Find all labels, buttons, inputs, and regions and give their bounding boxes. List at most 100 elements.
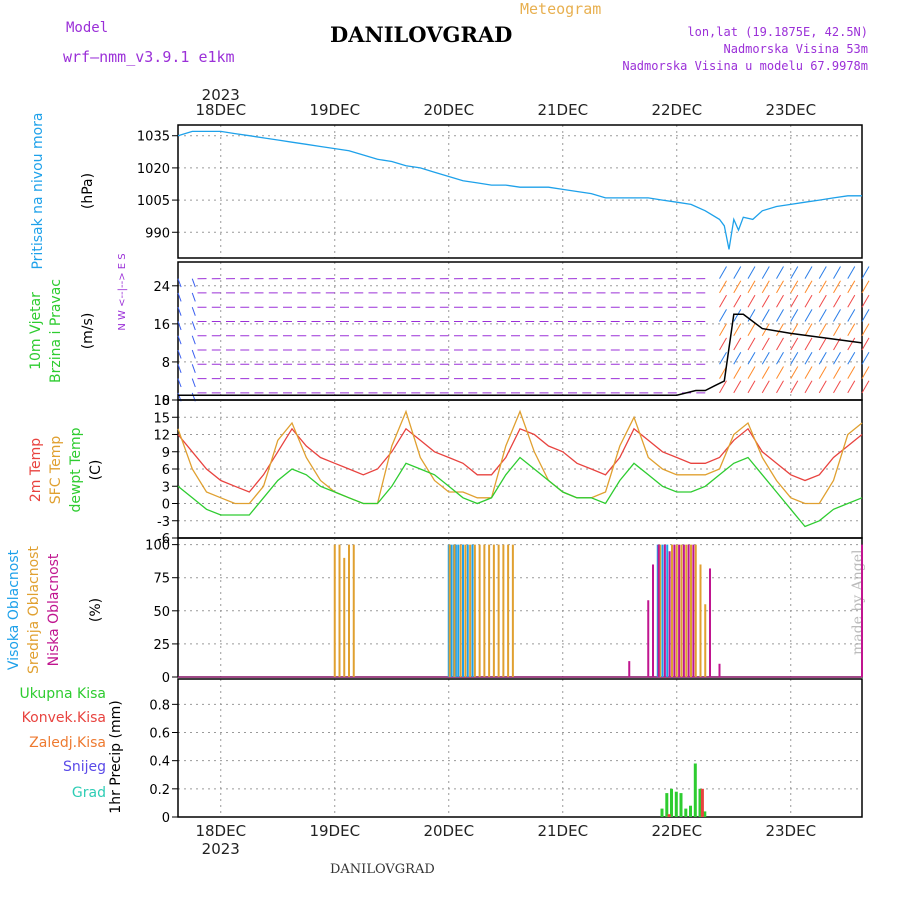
precip-bar: [689, 805, 692, 817]
wind-barb: [833, 323, 841, 337]
wind-barb: [747, 294, 756, 308]
wind-barb: [776, 351, 784, 365]
wind-barb: [747, 351, 756, 365]
wind-barb: [761, 280, 770, 294]
wind-barb: [776, 366, 784, 379]
coords-label: lon,lat (19.1875E, 42.5N): [687, 25, 868, 39]
wind-barb: [177, 321, 182, 331]
day-label-bottom: 18DEC: [195, 822, 246, 840]
temp-axis-label-sfc: SFC Temp: [48, 436, 64, 505]
wind-barb: [733, 294, 742, 308]
wind-barb: [818, 323, 827, 337]
temp-line-1: [177, 409, 863, 505]
pressure-line: [177, 130, 862, 250]
precip-bar: [667, 814, 671, 817]
wind-barb: [804, 323, 813, 337]
wind-barb: [804, 280, 813, 294]
panel-frame-precipitation: [177, 678, 863, 818]
y-tick-label: 0.2: [149, 783, 170, 798]
temp-line-0: [177, 427, 863, 493]
wind-barb: [861, 294, 870, 308]
wind-barb: [191, 278, 196, 288]
precip-legend-label: Zaledj.Kisa: [29, 735, 106, 751]
wind-barb: [847, 266, 856, 279]
y-tick-label: 0: [162, 394, 170, 409]
wind-barb: [833, 280, 841, 294]
wind-barb: [761, 380, 770, 394]
wind-barb: [761, 266, 770, 279]
wind-barb: [719, 323, 727, 337]
wind-barb: [847, 351, 856, 365]
y-tick-label: 0.8: [149, 698, 170, 713]
y-tick-label: 9: [162, 446, 170, 461]
wind-barb: [847, 294, 856, 308]
wind-barb: [191, 292, 196, 302]
y-tick-label: 0.4: [149, 755, 170, 770]
wind-barb: [747, 380, 756, 394]
temp-axis-label-dewpt: dewpt Temp: [68, 427, 84, 512]
cloud-unit-label: (%): [88, 598, 104, 622]
wind-barb: [761, 351, 770, 365]
wind-barb: [861, 366, 870, 379]
wind-barb: [177, 307, 182, 316]
precip-bar: [660, 808, 664, 817]
wind-barb: [818, 280, 827, 294]
elevation-label: Nadmorska Visina 53m: [723, 42, 869, 56]
wind-barb: [719, 280, 727, 294]
wind-barb: [191, 364, 196, 373]
wind-barb: [861, 309, 870, 322]
wind-barb: [804, 380, 813, 394]
wind-barb: [191, 349, 196, 359]
wind-barb: [177, 278, 182, 288]
y-tick-label: 1020: [137, 162, 170, 177]
wind-barb: [761, 366, 770, 379]
wind-barb: [790, 380, 799, 394]
wind-barb: [177, 364, 182, 373]
wind-barb: [833, 294, 841, 308]
y-tick-label: 0: [162, 498, 170, 513]
precip-bar: [698, 788, 702, 817]
wind-barb: [833, 309, 841, 322]
wind-barb: [833, 380, 841, 394]
wind-barb: [818, 266, 827, 279]
y-tick-label: 50: [153, 605, 170, 620]
day-label-bottom: 19DEC: [309, 822, 360, 840]
pressure-axis-label: Pritisak na nivou mora: [30, 112, 46, 269]
year-label-bottom: 2023: [202, 840, 240, 858]
y-tick-label: 0: [162, 671, 170, 686]
day-label-top: 21DEC: [537, 101, 588, 119]
wind-barb: [191, 335, 196, 345]
wind-barb: [847, 366, 856, 379]
wind-barb: [761, 309, 770, 322]
wind-barb: [747, 280, 756, 294]
day-label-top: 20DEC: [423, 101, 474, 119]
wind-barb: [747, 366, 756, 379]
wind-barb: [847, 280, 856, 294]
precip-unit-label: 1hr Precip (mm): [108, 700, 124, 813]
y-tick-label: -3: [157, 515, 170, 530]
y-tick-label: 25: [153, 638, 170, 653]
wind-barb: [804, 337, 813, 351]
year-label-top: 2023: [202, 86, 240, 104]
wind-barb: [861, 266, 870, 279]
wind-barb: [177, 292, 182, 302]
y-tick-label: 0.6: [149, 727, 170, 742]
y-tick-label: 18: [153, 394, 170, 409]
y-tick-label: 16: [153, 318, 170, 333]
temp-line-2: [177, 456, 863, 528]
wind-barb: [804, 351, 813, 365]
wind-barb: [818, 366, 827, 379]
day-label-top: 18DEC: [195, 101, 246, 119]
wind-unit-label: (m/s): [80, 313, 96, 350]
wind-barb: [818, 380, 827, 394]
wind-barb: [790, 309, 799, 322]
day-label-bottom: 22DEC: [651, 822, 702, 840]
precip-bar: [674, 791, 678, 817]
wind-barb: [761, 337, 770, 351]
wind-barb: [719, 294, 727, 308]
wind-barb: [733, 280, 742, 294]
wind-barb: [776, 280, 784, 294]
day-label-top: 22DEC: [651, 101, 702, 119]
precip-bar: [700, 788, 704, 817]
pressure-unit-label: (hPa): [80, 173, 96, 209]
